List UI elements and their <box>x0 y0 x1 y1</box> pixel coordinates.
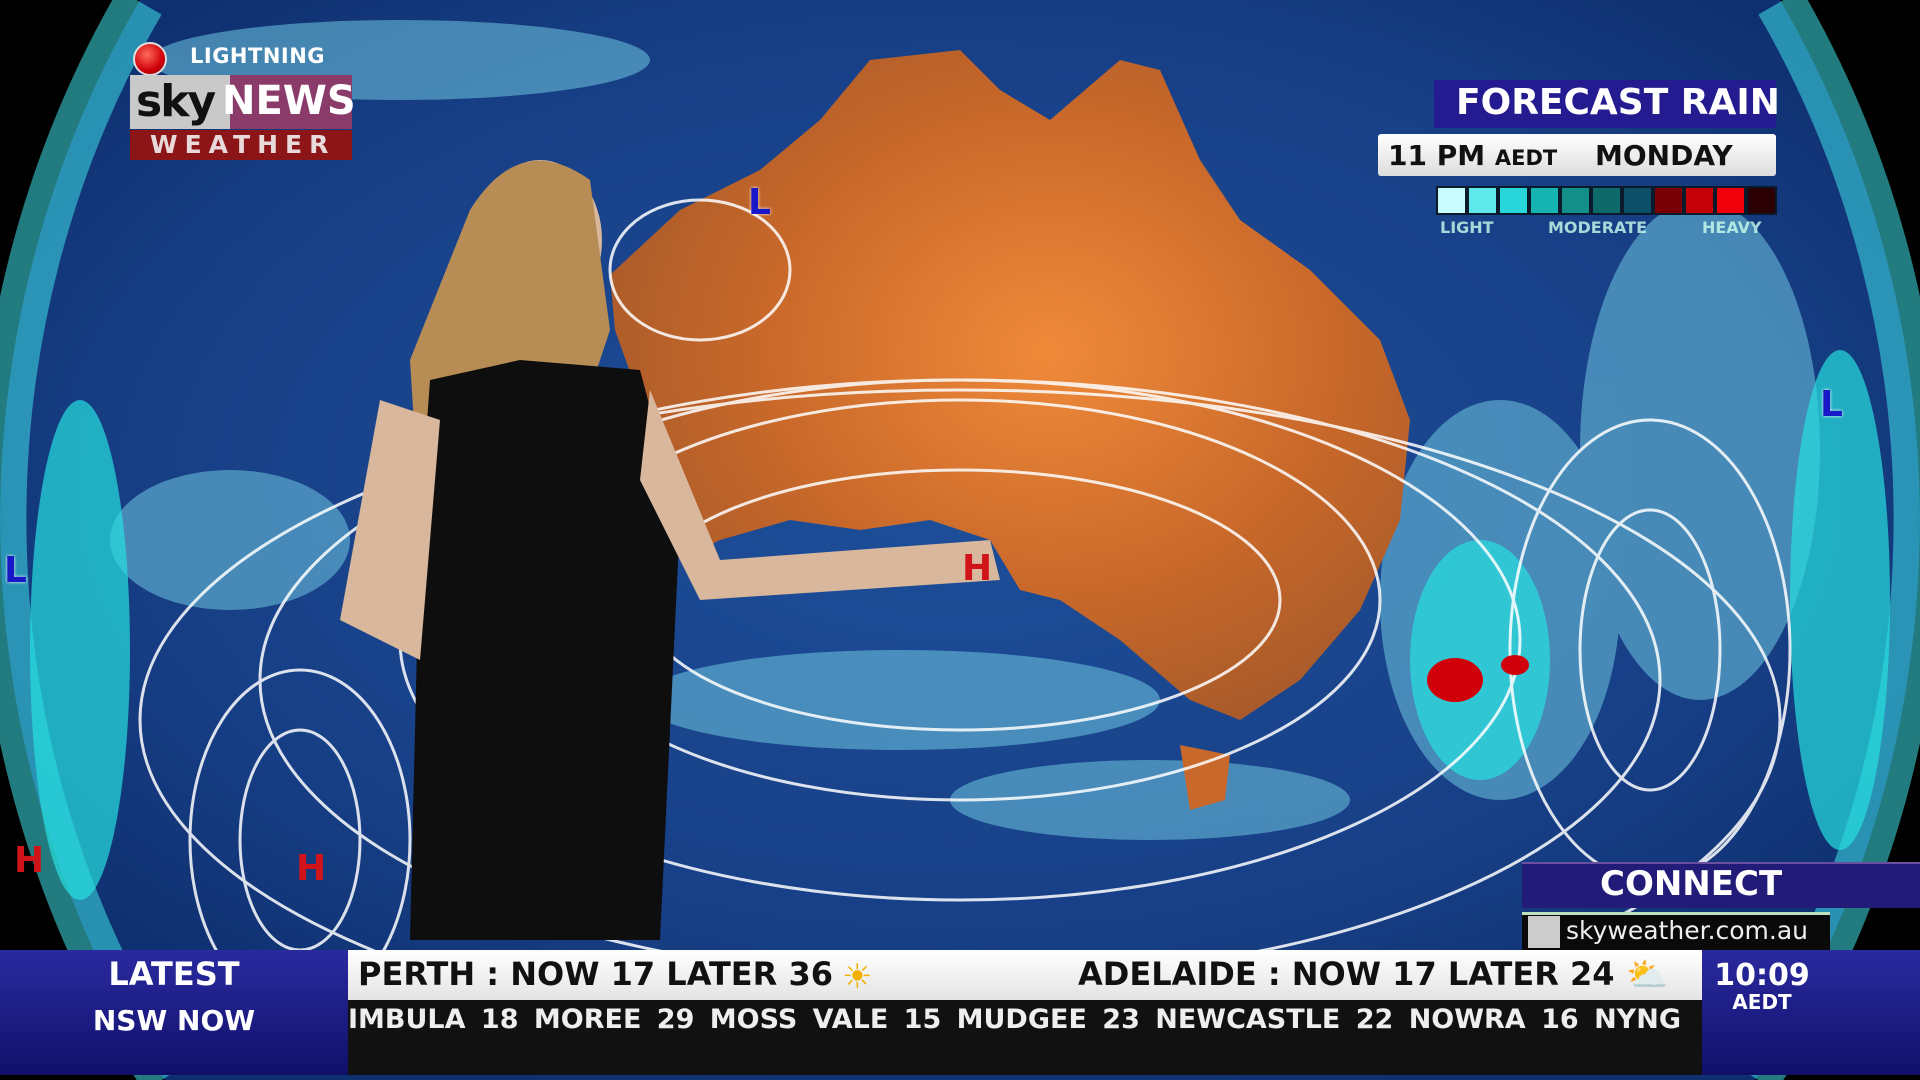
low-pressure-marker: L <box>4 550 27 591</box>
website-box <box>1522 912 1830 953</box>
heavy-rain-cell <box>1427 658 1483 702</box>
forecast-time: 11 PM AEDT <box>1388 139 1557 172</box>
legend-swatch <box>1624 188 1651 213</box>
legend-swatch <box>1717 188 1744 213</box>
connect-box <box>1522 862 1920 908</box>
city-perth: PERTH : NOW 17 LATER 36 <box>358 955 833 993</box>
legend-moderate: MODERATE <box>1548 218 1648 237</box>
forecast-title: FORECAST RAIN <box>1456 82 1780 123</box>
australia-landmass <box>610 50 1410 720</box>
sun-icon: ☀ <box>842 957 873 997</box>
forecast-hour: 11 PM <box>1388 139 1486 172</box>
tasmania <box>1180 745 1230 810</box>
forecast-timezone: AEDT <box>1494 146 1558 170</box>
partly-cloudy-icon: ⛅ <box>1626 955 1669 995</box>
logo-news: NEWS <box>222 78 356 124</box>
clock-time: 10:09 <box>1714 958 1810 993</box>
ticker-bottom-row: IMBULA 18 MOREE 29 MOSS VALE 15 MUDGEE 2… <box>348 1000 1702 1075</box>
logo-weather: WEATHER <box>150 130 336 159</box>
logo-sky-box <box>130 75 352 129</box>
legend-light: LIGHT <box>1440 218 1494 237</box>
high-pressure-marker: H <box>962 548 993 589</box>
legend-swatch <box>1531 188 1558 213</box>
city-adelaide: ADELAIDE : NOW 17 LATER 24 <box>1078 955 1615 993</box>
heavy-rain-cell <box>1501 655 1529 675</box>
legend-swatch <box>1500 188 1527 213</box>
rain-intensity-legend <box>1436 186 1777 215</box>
forecast-day: MONDAY <box>1595 139 1733 172</box>
legend-swatch <box>1562 188 1589 213</box>
forecast-time-bar <box>1378 134 1776 176</box>
rain-clouds <box>110 20 1820 840</box>
legend-swatch <box>1438 188 1465 213</box>
legend-swatch <box>1655 188 1682 213</box>
low-pressure-marker: L <box>1820 384 1843 425</box>
forecast-title-box <box>1434 80 1776 128</box>
website-link[interactable]: skyweather.com.au <box>1566 916 1809 945</box>
legend-swatch <box>1593 188 1620 213</box>
sky-weather-icon <box>1528 916 1560 948</box>
latest-label: LATEST <box>108 955 240 993</box>
connect-title: CONNECT <box>1600 864 1783 904</box>
rain-bands <box>30 350 1890 900</box>
region-label: NSW NOW <box>92 1004 256 1037</box>
high-pressure-marker: H <box>14 840 45 881</box>
legend-swatch <box>1748 188 1775 213</box>
clock-timezone: AEDT <box>1732 990 1792 1014</box>
ticker-top-row <box>348 950 1702 1000</box>
ticker-left-panel <box>0 950 348 1075</box>
legend-swatch <box>1686 188 1713 213</box>
logo-weather-box <box>130 130 352 160</box>
lightning-alert-icon <box>133 42 167 76</box>
ticker-right-panel <box>1702 950 1920 1075</box>
low-pressure-marker: L <box>748 182 771 223</box>
legend-swatch <box>1469 188 1496 213</box>
presenter <box>340 160 1000 940</box>
high-pressure-marker: H <box>296 848 327 889</box>
logo-sky: sky <box>136 76 216 127</box>
lightning-label: LIGHTNING <box>190 44 326 68</box>
legend-heavy: HEAVY <box>1702 218 1762 237</box>
towns-crawl: IMBULA 18 MOREE 29 MOSS VALE 15 MUDGEE 2… <box>348 1004 1681 1035</box>
